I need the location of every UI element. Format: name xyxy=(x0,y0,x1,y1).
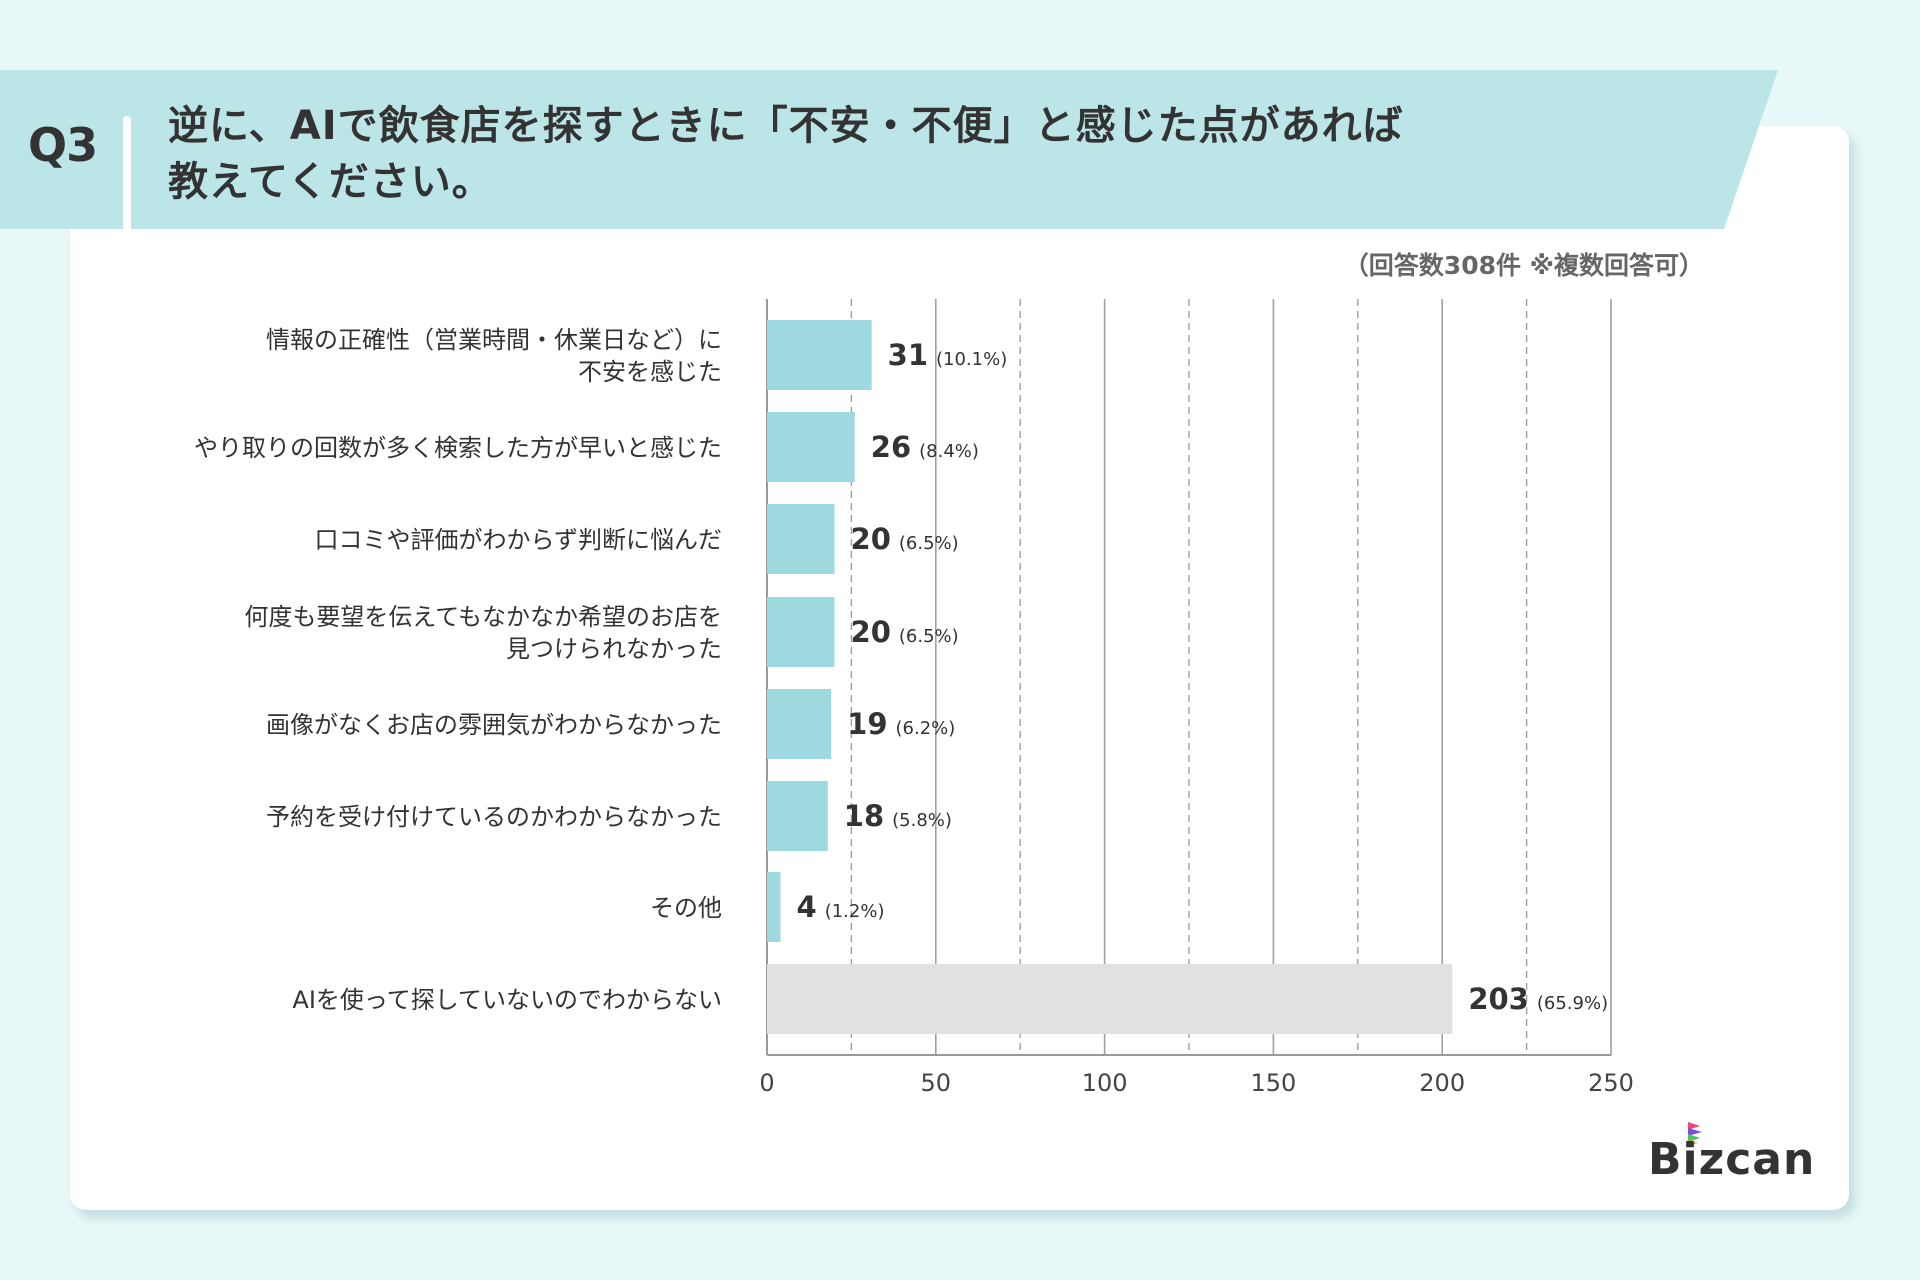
category-label: 情報の正確性（営業時間・休業日など）に xyxy=(266,326,722,354)
value-percent: (5.8%) xyxy=(892,810,952,831)
question-header-band xyxy=(0,70,1778,229)
question-number: Q3 xyxy=(28,118,98,172)
value-percent: (8.4%) xyxy=(919,441,979,462)
category-label: その他 xyxy=(650,894,722,922)
bar xyxy=(767,597,835,667)
x-tick-label: 0 xyxy=(759,1069,774,1097)
respondent-note: （回答数308件 ※複数回答可） xyxy=(1343,251,1704,280)
bar xyxy=(767,689,832,759)
value-number: 4 xyxy=(797,890,817,924)
bizcan-logo: Bizcan xyxy=(1648,1122,1815,1180)
x-tick-label: 200 xyxy=(1419,1069,1465,1097)
value-label: 4 (1.2%) xyxy=(797,890,885,924)
x-tick-label: 100 xyxy=(1082,1069,1128,1097)
value-label: 18 (5.8%) xyxy=(844,799,952,833)
category-label: 予約を受け付けているのかわからなかった xyxy=(266,803,722,831)
value-label: 31 (10.1%) xyxy=(888,338,1008,372)
bar xyxy=(767,320,872,390)
logo-text: Bizcan xyxy=(1648,1134,1815,1180)
category-label: やり取りの回数が多く検索した方が早いと感じた xyxy=(194,434,722,462)
x-tick-label: 50 xyxy=(921,1069,952,1097)
bar xyxy=(767,872,781,942)
value-number: 20 xyxy=(851,615,891,649)
value-number: 203 xyxy=(1468,982,1529,1016)
value-label: 203 (65.9%) xyxy=(1468,982,1608,1016)
bar xyxy=(767,964,1453,1034)
bar xyxy=(767,781,828,851)
value-percent: (6.5%) xyxy=(899,626,959,647)
value-percent: (65.9%) xyxy=(1537,993,1608,1014)
category-label: AIを使って探していないのでわからない xyxy=(292,986,722,1014)
category-label: 何度も要望を伝えてもなかなか希望のお店を xyxy=(244,603,722,631)
value-number: 20 xyxy=(851,522,891,556)
value-label: 19 (6.2%) xyxy=(847,707,955,741)
question-title: 逆に、AIで飲食店を探すときに「不安・不便」と感じた点があれば 教えてください。 xyxy=(168,98,1404,210)
value-label: 20 (6.5%) xyxy=(851,615,959,649)
title-line-1: 逆に、AIで飲食店を探すときに「不安・不便」と感じた点があれば xyxy=(168,103,1404,149)
value-percent: (10.1%) xyxy=(936,349,1007,370)
x-tick-label: 150 xyxy=(1250,1069,1296,1097)
value-label: 20 (6.5%) xyxy=(851,522,959,556)
value-percent: (6.2%) xyxy=(896,718,956,739)
category-label: 画像がなくお店の雰囲気がわからなかった xyxy=(266,711,722,739)
value-number: 31 xyxy=(888,338,928,372)
value-number: 18 xyxy=(844,799,884,833)
bar xyxy=(767,412,855,482)
category-label: 口コミや評価がわからず判断に悩んだ xyxy=(314,526,722,554)
value-label: 26 (8.4%) xyxy=(871,430,979,464)
value-percent: (1.2%) xyxy=(825,901,885,922)
x-tick-label: 250 xyxy=(1588,1069,1634,1097)
title-line-2: 教えてください。 xyxy=(168,159,493,205)
category-label: 不安を感じた xyxy=(578,358,722,386)
bar xyxy=(767,504,835,574)
value-number: 26 xyxy=(871,430,911,464)
category-label: 見つけられなかった xyxy=(506,635,722,663)
header-divider xyxy=(123,116,131,229)
value-percent: (6.5%) xyxy=(899,533,959,554)
value-number: 19 xyxy=(847,707,887,741)
